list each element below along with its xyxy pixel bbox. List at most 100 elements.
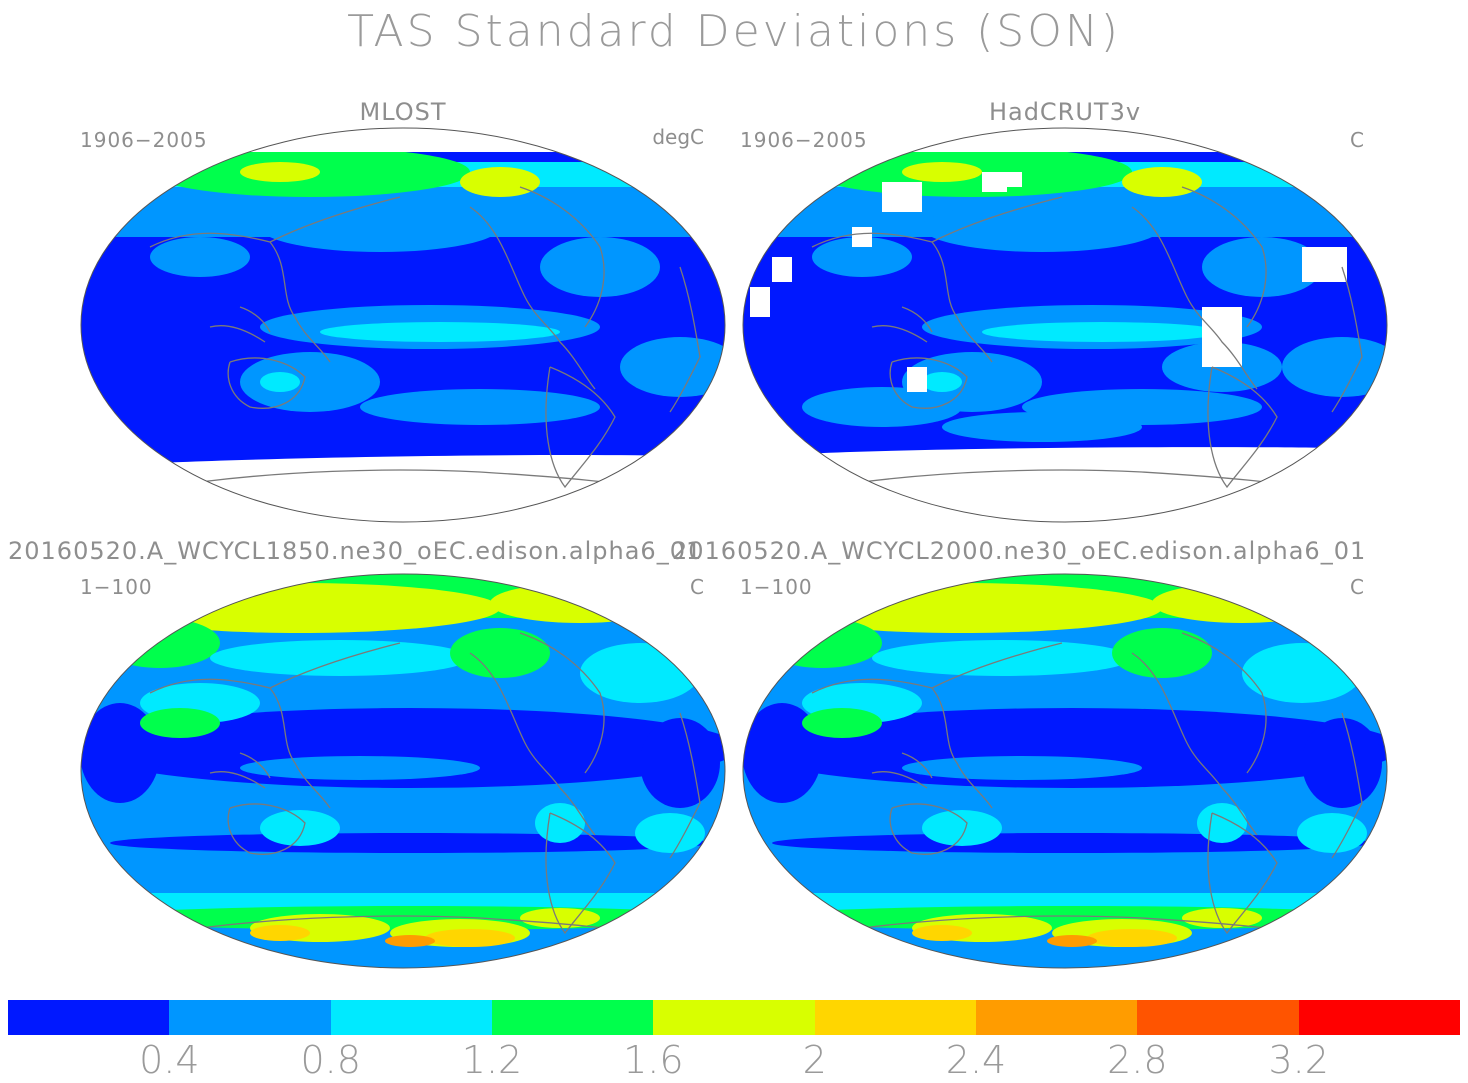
field-region — [743, 703, 822, 803]
colorbar-tick-label: 1.6 — [623, 1038, 684, 1082]
missing-data-mask — [1202, 307, 1242, 367]
colorbar-tick-label: 1.2 — [461, 1038, 523, 1082]
field-region — [425, 929, 515, 947]
field-region — [520, 908, 600, 928]
field-region — [942, 412, 1142, 442]
coastline — [1131, 186, 1267, 390]
field-region — [490, 583, 670, 623]
field-region — [872, 640, 1132, 676]
field-region — [540, 237, 660, 297]
missing-data-mask — [81, 128, 725, 152]
missing-data-mask — [743, 128, 1387, 152]
field-region — [1112, 628, 1212, 678]
map-mlost — [80, 127, 726, 523]
field-region — [982, 322, 1222, 342]
field-region — [260, 372, 300, 392]
panel-period-wcycl2000: 1−100 — [740, 575, 813, 599]
panel-period-wcycl1850: 1−100 — [80, 575, 153, 599]
missing-data-mask — [743, 447, 1387, 522]
coastline — [227, 357, 306, 409]
field-region — [110, 833, 710, 853]
panel-title-wcycl2000: 20160520.A_WCYCL2000.ne30_oEC.edison.alp… — [672, 537, 1367, 565]
map-wcycl1850 — [80, 573, 726, 969]
coastline — [469, 632, 605, 836]
coastline — [545, 366, 616, 489]
coastline — [227, 803, 306, 855]
field-region — [1152, 583, 1332, 623]
coastline — [889, 803, 968, 855]
colorbar-swatch — [169, 1000, 331, 1035]
missing-data-mask — [982, 172, 1007, 192]
coastline — [889, 357, 968, 409]
field-region — [250, 925, 310, 941]
panel-units-wcycl2000: C — [1350, 575, 1364, 599]
colorbar — [8, 1000, 1460, 1035]
coastline — [545, 812, 616, 935]
coastline — [1207, 366, 1278, 489]
field-region — [762, 618, 882, 668]
coastline — [209, 752, 271, 789]
field-region — [762, 583, 1162, 633]
field-region — [922, 202, 1162, 252]
field-region — [802, 708, 882, 738]
coastline — [669, 266, 701, 413]
field-region — [922, 372, 962, 392]
colorbar-tick-label: 2.8 — [1107, 1038, 1168, 1082]
field-region — [260, 810, 340, 846]
map-outline — [80, 573, 726, 969]
coastline — [871, 306, 933, 343]
missing-data-mask — [1002, 172, 1022, 187]
field-region — [450, 628, 550, 678]
panel-title-mlost: MLOST — [359, 98, 447, 126]
field-region — [1047, 935, 1097, 947]
coastline — [469, 186, 605, 390]
colorbar-swatch — [1137, 1000, 1299, 1035]
coastline — [811, 196, 1063, 363]
field-region — [640, 718, 720, 808]
colorbar-swatch — [491, 1000, 654, 1035]
missing-data-mask — [772, 257, 792, 282]
coastline — [871, 752, 933, 789]
field-region — [902, 756, 1142, 780]
colorbar-swatch — [330, 1000, 492, 1035]
field-region — [210, 640, 470, 676]
coastline — [1331, 712, 1363, 859]
field-region — [812, 237, 912, 277]
colorbar-swatch — [975, 1000, 1138, 1035]
field-region — [922, 810, 1002, 846]
coastline — [149, 642, 401, 809]
field-region — [1202, 237, 1322, 297]
panel-period-hadcrut3v: 1906−2005 — [740, 128, 868, 152]
coastline — [669, 712, 701, 859]
field-region — [635, 813, 705, 853]
map-wcycl2000 — [742, 573, 1388, 969]
field-region — [100, 618, 220, 668]
colorbar-swatch — [8, 1000, 170, 1035]
panel-units-wcycl1850: C — [690, 575, 704, 599]
field-region — [81, 703, 160, 803]
field-region — [1087, 929, 1177, 947]
colorbar-swatch — [1298, 1000, 1460, 1035]
colorbar-tick-label: 2.4 — [945, 1038, 1007, 1082]
coastline — [1331, 266, 1363, 413]
panel-period-mlost: 1906−2005 — [80, 128, 208, 152]
field-region — [1282, 337, 1387, 397]
field-region — [1122, 167, 1202, 197]
coastline — [149, 196, 401, 363]
field-region — [912, 925, 972, 941]
field-region — [902, 162, 982, 182]
coastline — [209, 306, 271, 343]
colorbar-tick-label: 3.2 — [1268, 1038, 1329, 1082]
map-outline — [742, 127, 1388, 523]
map-hadcrut3v — [742, 127, 1388, 523]
field-region — [100, 583, 500, 633]
missing-data-mask — [1302, 247, 1347, 282]
field-region — [1297, 813, 1367, 853]
field-region — [320, 322, 560, 342]
map-outline — [742, 573, 1388, 969]
field-region — [1302, 718, 1382, 808]
field-region — [1182, 908, 1262, 928]
field-region — [620, 337, 725, 397]
panel-units-hadcrut3v: C — [1350, 128, 1364, 152]
field-region — [772, 833, 1372, 853]
